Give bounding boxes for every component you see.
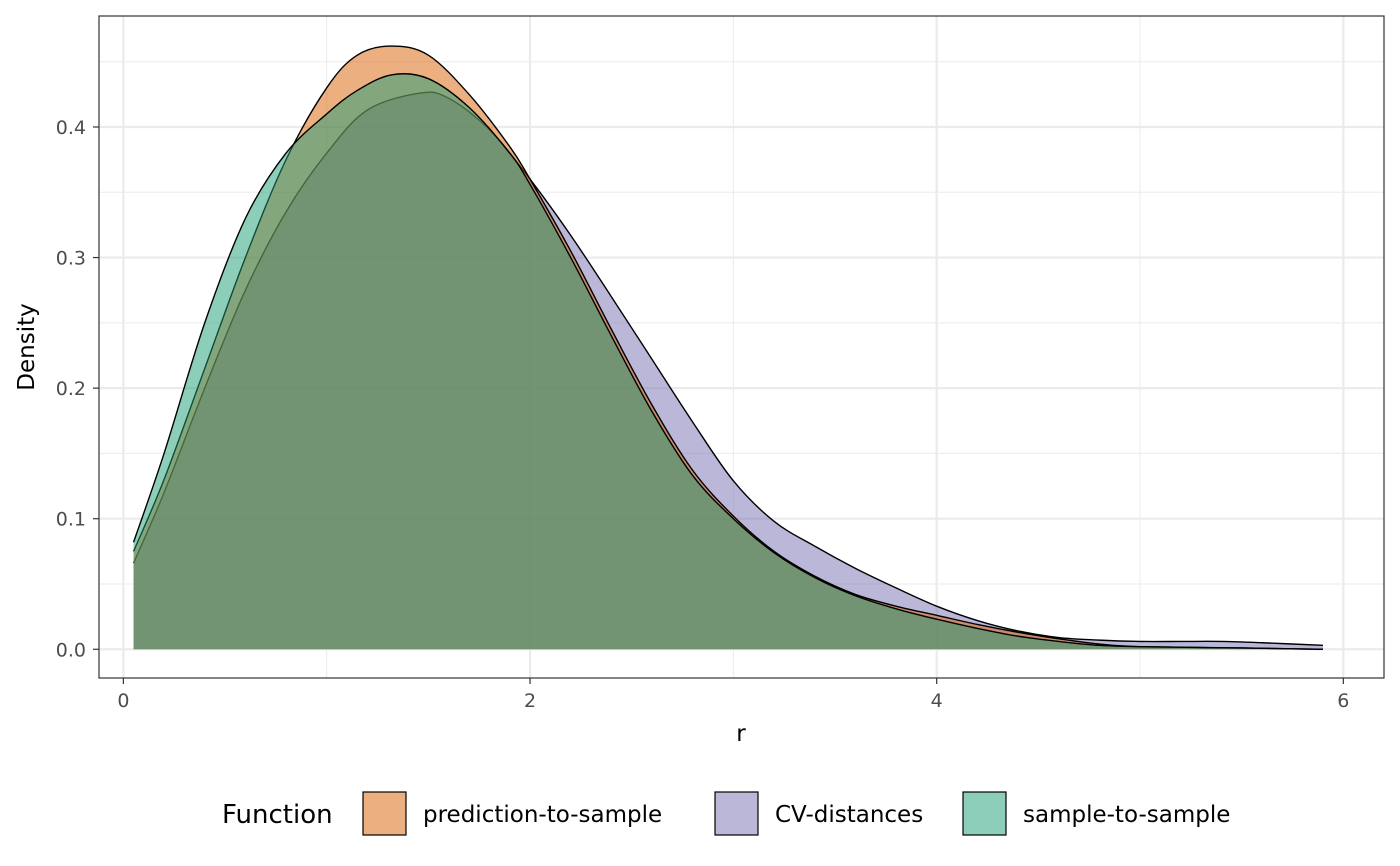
density-series — [132, 45, 1324, 650]
y-tick-label: 0.2 — [56, 378, 86, 400]
y-tick-label: 0.1 — [56, 509, 86, 531]
y-tick-label: 0.0 — [56, 639, 86, 661]
x-tick-label: 4 — [931, 690, 943, 712]
y-tick-label: 0.4 — [56, 117, 86, 139]
y-axis: 0.0 0.1 0.2 0.3 0.4 — [56, 117, 99, 661]
legend: Function prediction-to-sample CV-distance… — [222, 791, 1230, 836]
y-tick-label: 0.3 — [56, 248, 86, 270]
legend-label: CV-distances — [775, 802, 923, 828]
x-tick-label: 2 — [524, 690, 536, 712]
x-tick-label: 6 — [1337, 690, 1349, 712]
legend-key — [962, 791, 1007, 836]
x-axis: 0 2 4 6 — [117, 678, 1349, 712]
legend-key — [362, 791, 407, 836]
density-area-sample-to-sample — [133, 73, 1323, 650]
x-tick-label: 0 — [117, 690, 129, 712]
density-line-sample-to-sample — [132, 73, 1324, 650]
y-axis-title: Density — [14, 303, 40, 390]
plot-panel-border — [98, 15, 1385, 679]
legend-label: prediction-to-sample — [423, 802, 662, 828]
x-axis-title: r — [736, 721, 746, 747]
legend-label: sample-to-sample — [1023, 802, 1230, 828]
legend-title: Function — [222, 800, 333, 830]
legend-key — [714, 791, 759, 836]
